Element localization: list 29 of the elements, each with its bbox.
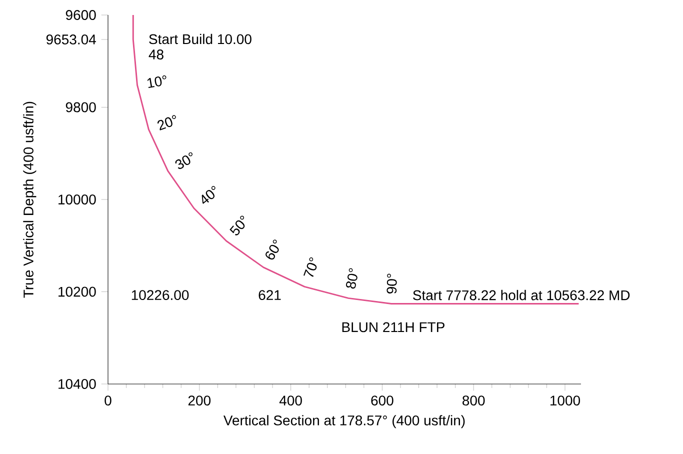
annotation: Start 7778.22 hold at 10563.22 MD (413, 290, 630, 300)
annotation: 40° (202, 186, 216, 204)
annotation: 10226.00 (132, 290, 189, 300)
annotation: 30° (175, 152, 193, 170)
annotation: Start Build 10.00 (149, 34, 252, 44)
annotation: 90° (386, 274, 397, 294)
y-tick-label: 10200 (58, 286, 96, 297)
x-tick-label: 0 (104, 396, 112, 406)
annotation: 20° (158, 115, 176, 130)
annotation: BLUN 211H FTP (342, 322, 444, 332)
x-tick-label: 400 (279, 396, 302, 406)
y-axis-title: True Vertical Depth (400 usft/in) (23, 102, 36, 298)
x-tick-label: 600 (371, 396, 394, 406)
annotation: 80° (346, 268, 358, 289)
y-tick-label: 9800 (66, 102, 96, 112)
y-tick-label: 9600 (66, 10, 96, 20)
annotation: 48 (148, 50, 164, 60)
annotation: 60° (266, 240, 279, 260)
y-tick-label: 10000 (58, 194, 96, 204)
annotation: 621 (258, 290, 281, 300)
y-tick-label: 10400 (58, 379, 96, 389)
x-tick-label: 200 (188, 396, 211, 406)
x-tick-label: 1000 (550, 396, 580, 406)
x-tick-label: 800 (462, 396, 485, 406)
annotation: 50° (230, 216, 245, 236)
y-tick-label: 9653.04 (46, 34, 96, 44)
annotation: 70° (303, 257, 317, 277)
x-axis-title: Vertical Section at 178.57° (400 usft/in) (223, 415, 465, 428)
annotation: 10° (147, 75, 166, 88)
